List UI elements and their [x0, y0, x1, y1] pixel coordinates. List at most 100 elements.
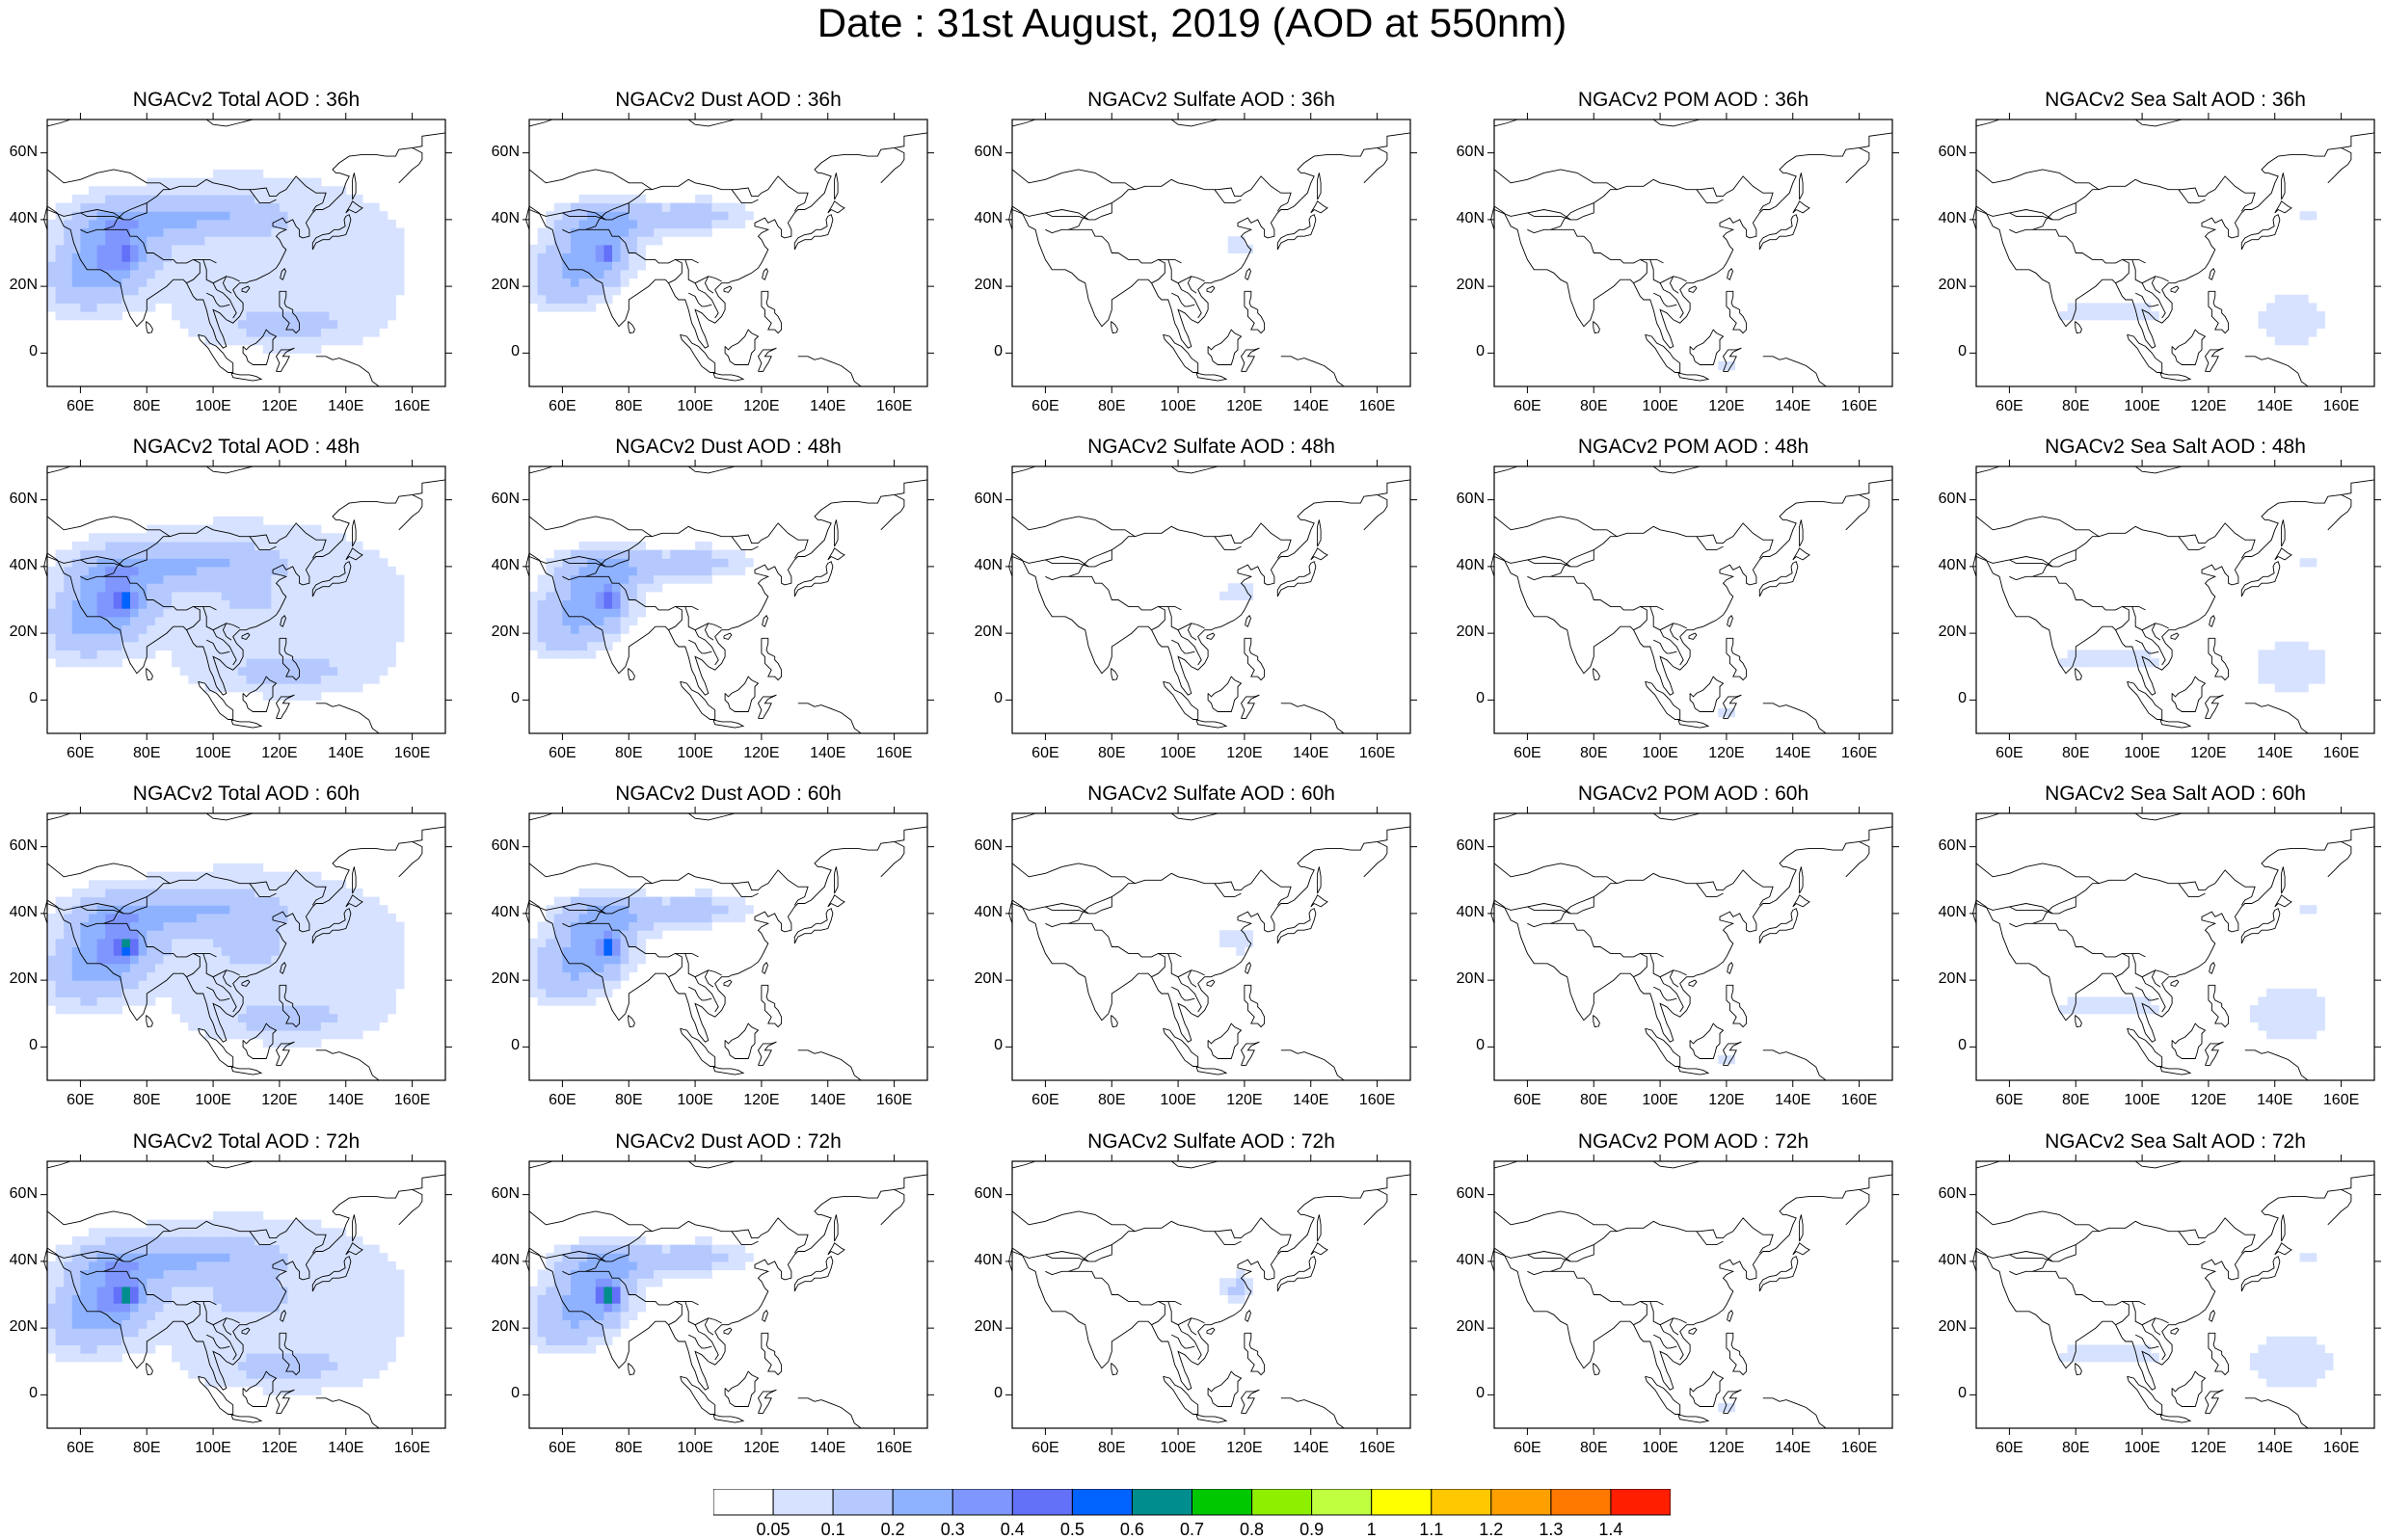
aod-cell — [2317, 650, 2325, 658]
aod-cell — [288, 270, 297, 279]
lat-label: 40N — [1924, 904, 1967, 921]
aod-cell — [72, 905, 81, 914]
aod-cell — [114, 270, 122, 279]
coastline — [1246, 269, 1251, 279]
aod-cell — [288, 897, 297, 906]
aod-cell — [139, 633, 147, 642]
lon-label: 80E — [1087, 1092, 1136, 1109]
aod-cell — [155, 642, 164, 651]
aod-cell — [2308, 320, 2317, 329]
aod-cell — [263, 1022, 272, 1030]
aod-cell — [247, 253, 255, 262]
lon-label: 140E — [322, 398, 370, 415]
aod-cell — [571, 236, 579, 245]
coastline — [1188, 277, 1196, 293]
aod-cell — [379, 1328, 388, 1337]
aod-cell — [172, 558, 180, 567]
aod-cell — [395, 1312, 404, 1320]
coastline — [316, 1398, 379, 1428]
map-panel — [1976, 466, 2374, 733]
aod-cell — [89, 608, 97, 617]
aod-cell — [637, 1261, 646, 1270]
aod-cell — [579, 996, 588, 1005]
aod-cell — [662, 550, 671, 559]
aod-cell — [371, 608, 380, 617]
aod-cell — [330, 583, 338, 592]
aod-cell — [330, 880, 338, 889]
aod-cell — [238, 186, 247, 195]
aod-cell — [121, 270, 130, 279]
aod-cell — [362, 1253, 371, 1261]
aod-cell — [188, 914, 197, 922]
aod-cell — [155, 617, 164, 625]
aod-cell — [571, 964, 579, 972]
aod-cell — [554, 550, 563, 559]
aod-cell — [180, 236, 189, 245]
aod-cell — [229, 245, 238, 253]
lat-label: 40N — [960, 557, 1003, 574]
aod-cell — [346, 253, 355, 262]
aod-cell — [72, 270, 81, 279]
map-panel — [47, 1161, 445, 1428]
aod-cell — [321, 617, 330, 625]
aod-cell — [2291, 311, 2300, 320]
aod-cell — [571, 558, 579, 567]
aod-cell — [637, 1270, 646, 1279]
aod-cell — [247, 1022, 255, 1030]
aod-cell — [180, 1220, 189, 1229]
coastline — [529, 466, 552, 473]
aod-cell — [121, 1320, 130, 1329]
aod-cell — [354, 1344, 362, 1353]
aod-cell — [80, 996, 89, 1005]
aod-cell — [296, 1253, 305, 1261]
aod-cell — [213, 203, 222, 212]
aod-cell — [263, 567, 272, 575]
aod-cell — [2126, 303, 2134, 311]
aod-cell — [180, 600, 189, 609]
aod-cell — [130, 533, 139, 542]
aod-cell — [155, 270, 164, 279]
coastline — [1494, 466, 1517, 473]
aod-cell — [312, 1320, 321, 1329]
aod-cell — [271, 922, 280, 931]
aod-cell — [321, 270, 330, 279]
aod-cell — [139, 964, 147, 972]
aod-cell — [130, 228, 139, 237]
aod-cell — [89, 996, 97, 1005]
aod-cell — [130, 650, 139, 658]
aod-cell — [354, 922, 362, 931]
aod-cell — [2259, 650, 2267, 658]
aod-cell — [197, 592, 205, 600]
aod-cell — [247, 178, 255, 187]
aod-cell — [538, 279, 547, 287]
aod-cell — [371, 567, 380, 575]
aod-cell — [695, 905, 704, 914]
aod-cell — [388, 650, 396, 658]
aod-cell — [362, 270, 371, 279]
panel-title: NGACv2 Sea Salt AOD : 48h — [1976, 436, 2374, 459]
aod-cell — [180, 1337, 189, 1345]
coastline — [1594, 669, 1600, 680]
aod-cell — [247, 1220, 255, 1229]
aod-cell — [155, 542, 164, 550]
aod-cell — [188, 195, 197, 203]
aod-cell — [587, 608, 596, 617]
aod-cell — [646, 211, 655, 220]
aod-cell — [562, 989, 571, 997]
aod-cell — [305, 592, 313, 600]
aod-cell — [254, 186, 263, 195]
aod-cell — [554, 633, 563, 642]
aod-cell — [197, 1253, 205, 1261]
aod-cell — [222, 947, 230, 956]
aod-cell — [72, 1261, 81, 1270]
aod-cell — [546, 939, 554, 947]
lon-label: 120E — [737, 1092, 786, 1109]
aod-cell — [379, 650, 388, 658]
aod-cell — [188, 286, 197, 295]
coastline — [2282, 173, 2286, 199]
aod-cell — [587, 980, 596, 989]
aod-cell — [621, 914, 629, 922]
lat-label: 60N — [477, 144, 520, 161]
aod-cell — [197, 195, 205, 203]
aod-cell — [247, 947, 255, 956]
